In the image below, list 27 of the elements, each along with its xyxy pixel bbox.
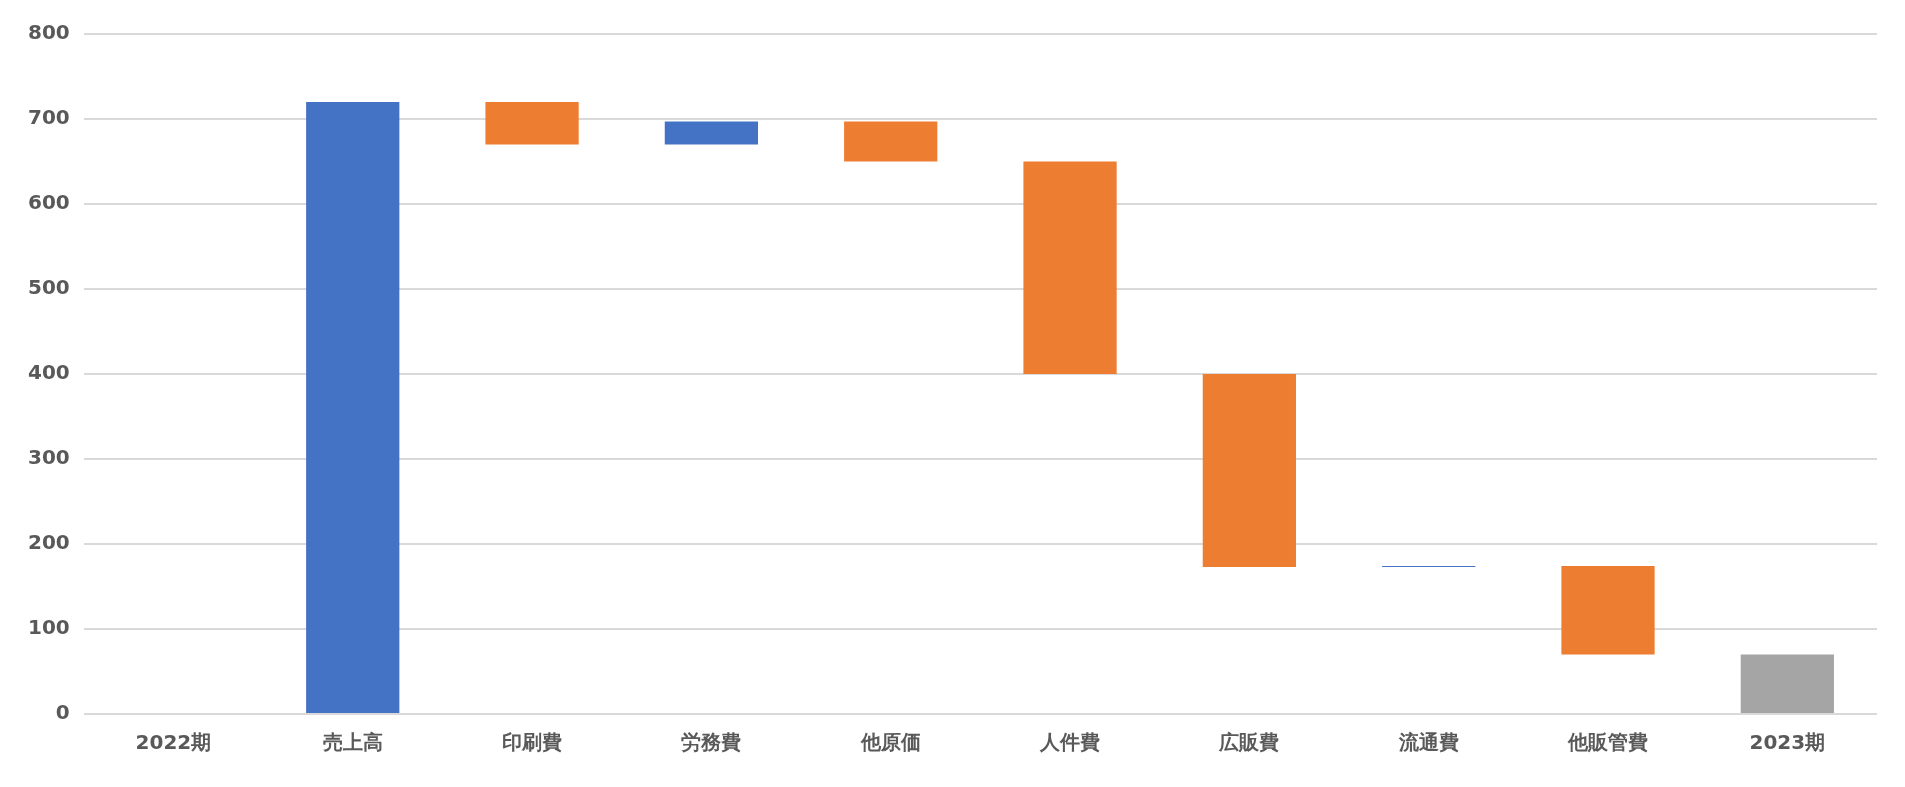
y-tick-label: 0 (55, 700, 70, 725)
y-tick-label: 500 (28, 275, 70, 300)
bar (1740, 654, 1834, 713)
bar (485, 102, 579, 145)
x-tick-label: 流通費 (1397, 730, 1459, 755)
bar (844, 121, 938, 162)
x-tick-label: 印刷費 (502, 730, 563, 755)
y-tick-label: 700 (28, 105, 70, 130)
y-tick-label: 800 (28, 20, 70, 45)
bar (1202, 374, 1296, 567)
x-tick-label: 労務費 (681, 730, 742, 755)
x-tick-label: 売上高 (322, 730, 383, 755)
y-tick-label: 400 (28, 360, 70, 385)
y-tick-label: 100 (28, 615, 70, 640)
bar (1023, 161, 1117, 374)
x-tick-label: 2023期 (1749, 730, 1826, 755)
y-tick-label: 600 (28, 190, 70, 215)
x-tick-label: 広販費 (1218, 730, 1280, 755)
x-tick-label: 他原価 (859, 730, 921, 755)
y-tick-label: 300 (28, 445, 70, 470)
y-tick-label: 200 (28, 530, 70, 555)
x-tick-label: 2022期 (135, 730, 212, 755)
bar (1561, 566, 1655, 655)
x-tick-label: 人件費 (1039, 730, 1101, 755)
x-tick-label: 他販管費 (1567, 730, 1649, 755)
bar (664, 121, 759, 145)
bar (306, 102, 400, 713)
